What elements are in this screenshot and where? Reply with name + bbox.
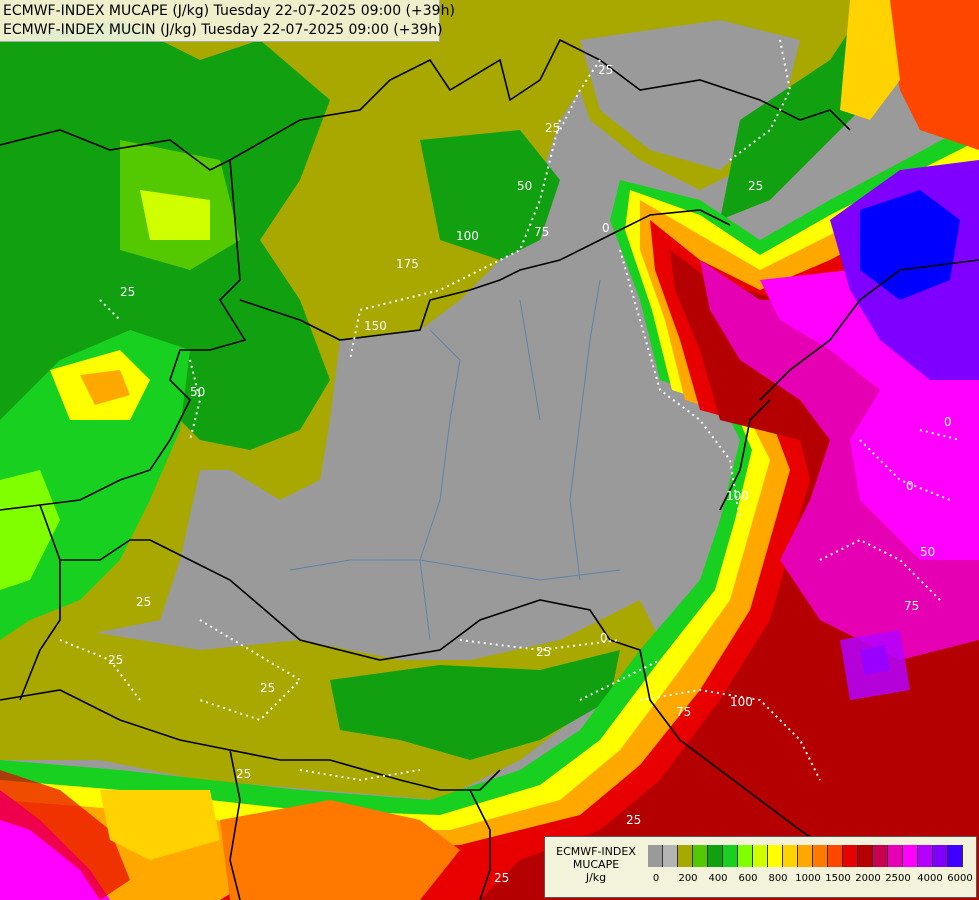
legend-tick: 800 (768, 873, 788, 884)
contour-label: 25 (120, 285, 135, 299)
east-purple-spot (840, 630, 910, 700)
legend-swatch (903, 845, 918, 867)
legend-swatch (828, 845, 843, 867)
south-yellow-patch (100, 790, 220, 860)
map-title-box: ECMWF-INDEX MUCAPE (J/kg) Tuesday 22-07-… (0, 0, 455, 42)
contour-labels: 25 25 25 25 50 75 100 150 175 0 100 50 2… (108, 63, 952, 885)
contour-label: 75 (904, 599, 919, 613)
legend-swatch (738, 845, 753, 867)
contour-label: 0 (944, 415, 952, 429)
legend-swatch (798, 845, 813, 867)
legend-swatch (693, 845, 708, 867)
legend-swatch (663, 845, 678, 867)
legend-tick: 200 (678, 873, 698, 884)
green-south-band (330, 650, 620, 760)
legend-ticks: 0 200 400 600 800 1000 1500 2000 2500 4000 6000 (648, 873, 973, 887)
legend-swatch (768, 845, 783, 867)
contour-label: 25 (260, 681, 275, 695)
contour-label: 50 (517, 179, 532, 193)
contour-label: 25 (598, 63, 613, 77)
legend-swatch (678, 845, 693, 867)
contour-label: 25 (136, 595, 151, 609)
contour-label: 50 (190, 385, 205, 399)
contour-label: 25 (108, 653, 123, 667)
legend-swatch (783, 845, 798, 867)
sw-corner-red (0, 770, 130, 900)
contour-label: 75 (534, 225, 549, 239)
map-title-mucin: ECMWF-INDEX MUCIN (J/kg) Tuesday 22-07-2… (3, 22, 443, 38)
contour-label: 150 (364, 319, 387, 333)
legend-swatches (648, 845, 963, 867)
legend-label-model: ECMWF-INDEX (556, 845, 636, 858)
legend-swatch (918, 845, 933, 867)
legend-tick: 400 (708, 873, 728, 884)
legend-swatch (753, 845, 768, 867)
legend-label-variable: MUCAPE (572, 858, 620, 871)
east-band-blue (860, 190, 960, 300)
ne-corner-hot (880, 0, 979, 150)
legend-tick: 2000 (855, 873, 881, 884)
contour-label: 25 (494, 871, 509, 885)
contour-label: 0 (600, 631, 608, 645)
legend-swatch (873, 845, 888, 867)
contour-label: 100 (726, 489, 749, 503)
legend-tick: 6000 (947, 873, 973, 884)
legend-tick: 1500 (825, 873, 851, 884)
legend-swatch (708, 845, 723, 867)
contour-label: 25 (748, 179, 763, 193)
contour-label: 75 (676, 705, 691, 719)
contour-label: 0 (906, 479, 914, 493)
legend-label: ECMWF-INDEX MUCAPE J/kg (548, 845, 644, 884)
legend-swatch (723, 845, 738, 867)
legend-tick: 0 (652, 873, 660, 884)
green-nw-spot (0, 470, 60, 590)
legend-swatch (648, 845, 663, 867)
yellowgreen-zone-west (140, 190, 210, 240)
color-legend: ECMWF-INDEX MUCAPE J/kg 0 200 400 600 800 100… (544, 836, 977, 898)
contour-label: 25 (545, 121, 560, 135)
legend-swatch (948, 845, 963, 867)
legend-swatch (933, 845, 948, 867)
map-title-mucape: ECMWF-INDEX MUCAPE (J/kg) Tuesday 22-07-… (3, 3, 455, 19)
contour-label: 175 (396, 257, 419, 271)
legend-tick: 600 (738, 873, 758, 884)
green-zone-north (420, 130, 560, 260)
contour-label: 25 (236, 767, 251, 781)
rivers (289, 279, 621, 641)
legend-swatch (843, 845, 858, 867)
south-orange-patch (220, 800, 460, 900)
contour-label: 25 (536, 645, 551, 659)
legend-swatch (888, 845, 903, 867)
legend-swatch (813, 845, 828, 867)
ne-corner-yellow (840, 0, 900, 120)
country-borders (0, 38, 979, 900)
green-belt-west (0, 330, 190, 640)
contour-label: 25 (626, 813, 641, 827)
contour-label: 100 (456, 229, 479, 243)
legend-tick: 2500 (885, 873, 911, 884)
legend-label-unit: J/kg (585, 871, 607, 884)
legend-tick: 1000 (795, 873, 821, 884)
orange-blob-west (80, 370, 130, 405)
contour-label: 50 (920, 545, 935, 559)
legend-swatch (858, 845, 873, 867)
contour-label: 0 (602, 221, 610, 235)
contour-label: 100 (730, 695, 753, 709)
legend-tick: 4000 (917, 873, 943, 884)
